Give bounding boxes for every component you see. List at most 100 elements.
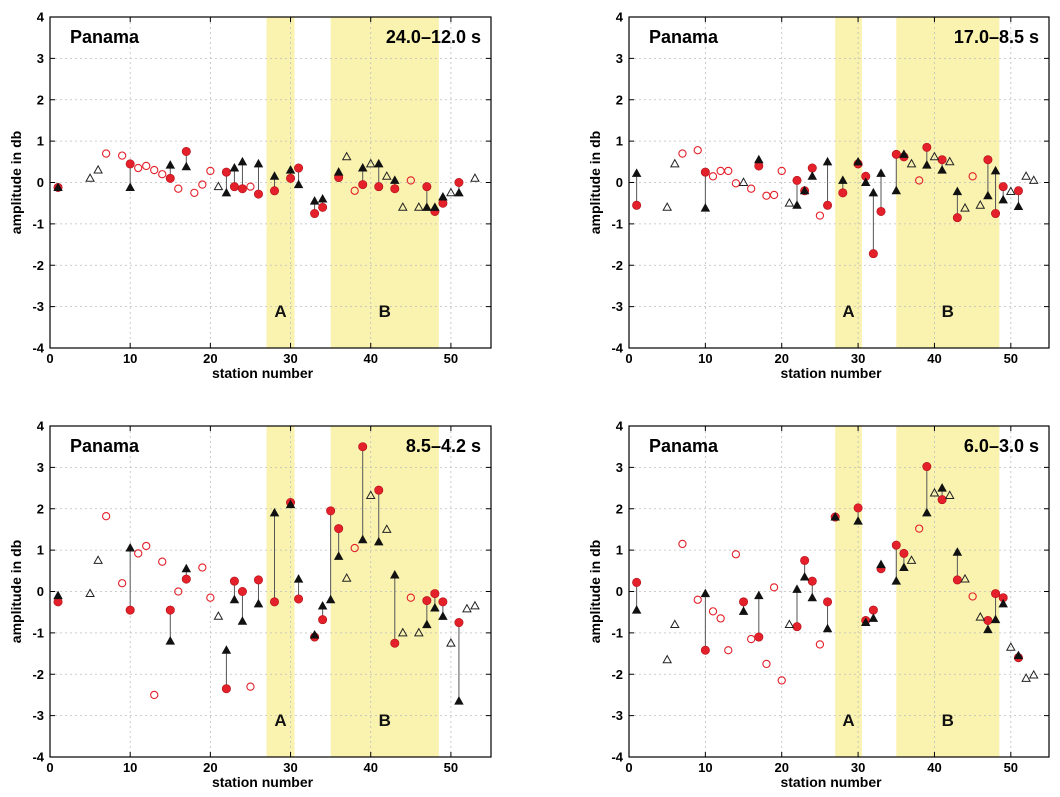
point-open-circle [915, 176, 924, 185]
x-tick-label: 50 [444, 351, 458, 366]
period-label: 24.0–12.0 s [386, 27, 481, 47]
point-open-triangle [975, 200, 986, 209]
point-filled-triangle [325, 594, 336, 604]
point-open-triangle [929, 151, 940, 161]
point-open-triangle [1021, 673, 1031, 682]
y-tick-label: -2 [611, 258, 623, 273]
y-tick-label: -3 [32, 708, 44, 723]
y-tick-label: 4 [37, 10, 45, 25]
point-filled-triangle [754, 154, 764, 164]
point-filled-circle [952, 213, 962, 223]
point-open-circle [101, 512, 111, 521]
region-b [896, 17, 1000, 348]
point-filled-circle [294, 594, 304, 604]
point-filled-circle [868, 249, 878, 259]
point-open-triangle [662, 202, 673, 211]
point-filled-circle [922, 462, 932, 472]
point-filled-triangle [853, 156, 863, 166]
point-open-triangle [470, 600, 480, 610]
point-open-circle [747, 184, 756, 193]
point-filled-circle [700, 645, 710, 655]
point-open-triangle [213, 181, 224, 191]
point-filled-triangle [438, 191, 448, 201]
point-filled-circle [270, 186, 280, 196]
y-tick-label: 3 [37, 51, 44, 66]
x-tick-label: 30 [851, 760, 865, 775]
point-filled-triangle [922, 507, 932, 517]
point-filled-circle [422, 596, 432, 606]
point-filled-triangle [373, 536, 384, 546]
point-open-triangle [662, 654, 673, 664]
y-tick-label: 4 [37, 419, 45, 434]
point-open-triangle [738, 177, 749, 186]
point-filled-circle [358, 442, 368, 452]
point-open-triangle [446, 637, 456, 647]
x-tick-label: 50 [1004, 760, 1018, 775]
point-open-triangle [906, 158, 917, 168]
point-filled-triangle [221, 187, 232, 197]
point-open-circle [206, 593, 215, 602]
point-filled-triangle [293, 574, 304, 583]
point-open-circle [762, 659, 771, 669]
y-tick-label: 1 [37, 134, 44, 149]
x-tick-label: 40 [927, 760, 941, 775]
point-filled-triangle [293, 179, 304, 189]
point-filled-circle [253, 189, 263, 199]
y-tick-label: 0 [616, 175, 623, 190]
point-open-triangle [365, 158, 376, 168]
point-open-circle [693, 595, 702, 604]
point-filled-triangle [221, 645, 232, 654]
point-filled-triangle [253, 598, 264, 608]
point-open-triangle [1021, 171, 1031, 180]
point-open-circle [915, 524, 924, 533]
point-filled-triangle [998, 598, 1008, 608]
point-open-triangle [784, 619, 795, 629]
point-filled-triangle [830, 512, 840, 521]
point-filled-circle [438, 597, 448, 607]
region-label-b: B [379, 711, 391, 730]
point-filled-triangle [373, 158, 384, 168]
point-filled-triangle [891, 185, 902, 195]
point-filled-triangle [309, 629, 320, 639]
point-open-circle [777, 676, 786, 685]
x-tick-label: 0 [625, 351, 632, 366]
point-filled-circle [891, 149, 901, 159]
y-tick-label: 2 [37, 501, 44, 516]
point-open-triangle [1028, 175, 1039, 184]
point-filled-circle [739, 597, 749, 607]
y-tick-label: 2 [616, 92, 623, 107]
x-tick-label: 50 [1004, 351, 1018, 366]
point-filled-triangle [237, 156, 248, 166]
x-tick-label: 10 [123, 760, 137, 775]
point-filled-triangle [253, 158, 264, 168]
point-filled-triangle [792, 200, 802, 209]
x-tick-label: 10 [698, 760, 712, 775]
point-filled-triangle [990, 614, 1001, 624]
point-open-triangle [93, 555, 103, 564]
x-axis-label: station number [780, 774, 882, 790]
point-filled-triangle [876, 168, 886, 177]
point-filled-triangle [181, 563, 192, 573]
panel-title: Panama [70, 436, 140, 456]
point-open-circle [716, 614, 725, 623]
y-tick-label: -1 [611, 625, 623, 640]
y-tick-label: 0 [37, 175, 44, 190]
point-filled-triangle [983, 190, 993, 200]
point-open-circle [134, 549, 143, 558]
period-label: 17.0–8.5 s [954, 27, 1039, 47]
point-open-circle [678, 539, 687, 549]
point-filled-triangle [357, 163, 368, 172]
point-open-circle [174, 587, 183, 596]
y-tick-label: 0 [616, 584, 623, 599]
point-filled-circle [800, 555, 810, 565]
point-filled-circle [807, 163, 817, 173]
point-filled-circle [1013, 186, 1023, 196]
point-filled-triangle [333, 167, 344, 176]
point-open-circle [724, 166, 733, 176]
point-open-circle [142, 541, 151, 551]
point-filled-circle [270, 597, 280, 607]
point-open-circle [118, 151, 127, 160]
point-filled-triangle [422, 202, 432, 211]
point-filled-triangle [700, 203, 711, 212]
panel-4: A B 0 10 20 30 40 50 -4 -3 -2 -1 0 1 2 3 4 station number… [587, 419, 1050, 790]
